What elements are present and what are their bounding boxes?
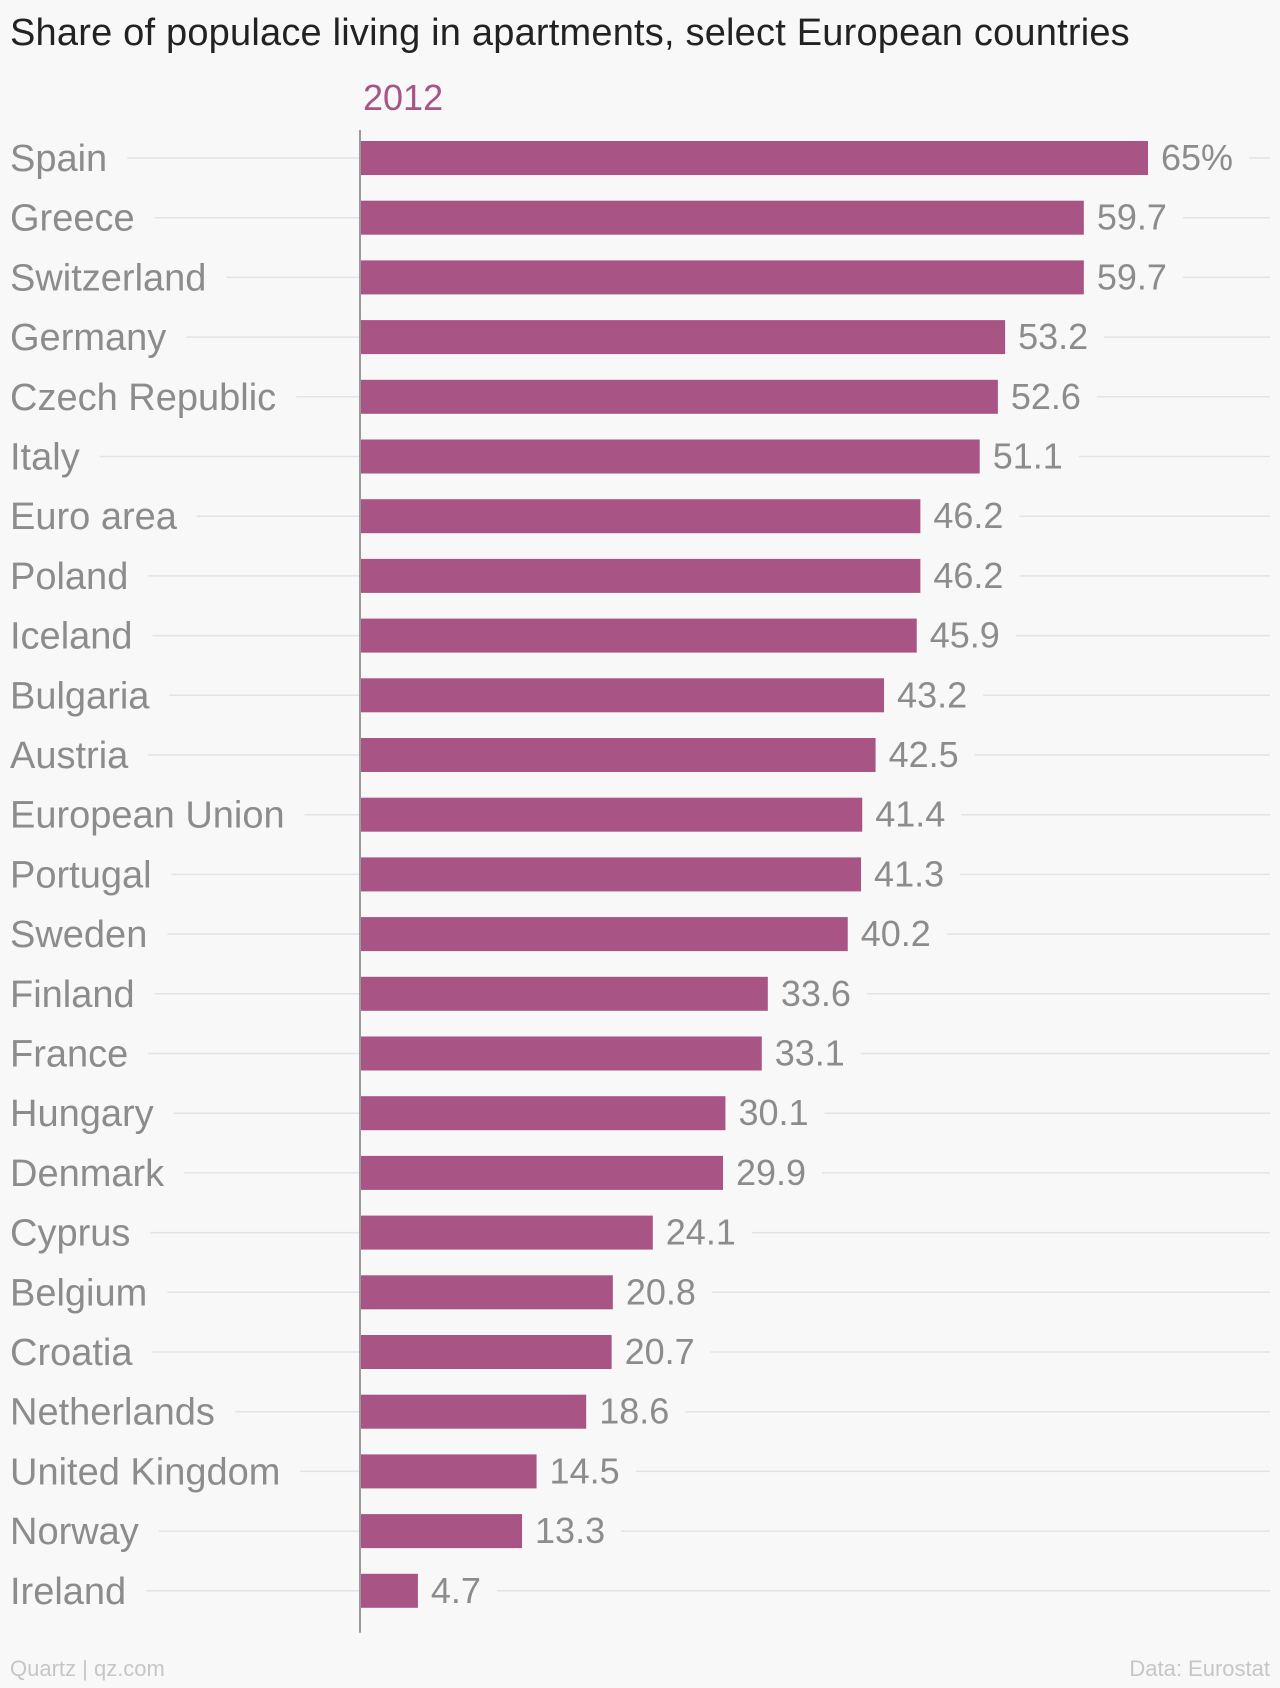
value-label: 43.2 bbox=[897, 674, 967, 715]
value-label: 30.1 bbox=[738, 1092, 808, 1133]
gridlines bbox=[99, 157, 1270, 1592]
bar bbox=[361, 141, 1148, 175]
bars bbox=[361, 141, 1148, 1608]
bar bbox=[361, 976, 768, 1011]
bar bbox=[361, 797, 863, 832]
value-label: 46.2 bbox=[933, 495, 1003, 536]
category-label: Portugal bbox=[10, 854, 152, 896]
bar bbox=[361, 499, 921, 534]
value-label: 13.3 bbox=[535, 1510, 605, 1551]
value-label: 65% bbox=[1161, 137, 1233, 178]
value-label: 41.3 bbox=[874, 853, 944, 894]
category-label: United Kingdom bbox=[10, 1451, 280, 1493]
chart-title: Share of populace living in apartments, … bbox=[10, 12, 1130, 54]
value-label: 33.1 bbox=[775, 1033, 845, 1074]
bar bbox=[361, 1335, 612, 1369]
data-source: Data: Eurostat bbox=[1129, 1656, 1270, 1681]
bar bbox=[361, 1573, 418, 1608]
bar bbox=[361, 618, 917, 653]
category-label: Norway bbox=[10, 1511, 139, 1553]
category-label: Hungary bbox=[10, 1093, 154, 1135]
bar bbox=[361, 379, 998, 414]
bar bbox=[361, 439, 980, 474]
category-label: Croatia bbox=[10, 1332, 133, 1374]
value-label: 53.2 bbox=[1018, 316, 1088, 357]
value-label: 24.1 bbox=[666, 1212, 736, 1253]
category-label: Belgium bbox=[10, 1272, 147, 1314]
labels: Spain 65% Greece 59.7 Switzerland 59.7 Germany… bbox=[10, 137, 1233, 1613]
value-label: 4.7 bbox=[431, 1570, 481, 1611]
category-label: Euro area bbox=[10, 496, 178, 538]
category-label: Iceland bbox=[10, 616, 133, 658]
value-label: 59.7 bbox=[1097, 197, 1167, 238]
category-label: Ireland bbox=[10, 1571, 126, 1613]
bar bbox=[361, 320, 1006, 355]
category-label: Bulgaria bbox=[10, 675, 150, 717]
value-label: 45.9 bbox=[930, 615, 1000, 656]
bar bbox=[361, 738, 876, 772]
value-label: 18.6 bbox=[599, 1391, 669, 1432]
value-label: 33.6 bbox=[781, 973, 851, 1014]
bar bbox=[361, 1454, 537, 1489]
category-label: European Union bbox=[10, 795, 285, 837]
value-label: 40.2 bbox=[861, 913, 931, 954]
value-label: 29.9 bbox=[736, 1152, 806, 1193]
bar bbox=[361, 558, 921, 593]
bar bbox=[361, 200, 1084, 235]
bar bbox=[361, 1275, 613, 1310]
bar bbox=[361, 678, 885, 713]
bar bbox=[361, 260, 1084, 295]
category-label: Denmark bbox=[10, 1153, 165, 1195]
category-label: Netherlands bbox=[10, 1392, 215, 1434]
category-label: Finland bbox=[10, 974, 135, 1016]
bar bbox=[361, 917, 848, 952]
category-label: Poland bbox=[10, 556, 128, 598]
category-label: Cyprus bbox=[10, 1213, 130, 1255]
value-label: 52.6 bbox=[1011, 376, 1081, 417]
source-credit: Quartz | qz.com bbox=[10, 1656, 165, 1681]
value-label: 20.7 bbox=[625, 1331, 695, 1372]
category-label: Germany bbox=[10, 317, 166, 359]
category-label: Sweden bbox=[10, 914, 147, 956]
category-label: Greece bbox=[10, 198, 135, 240]
value-label: 46.2 bbox=[933, 555, 1003, 596]
bar bbox=[361, 1155, 724, 1190]
bar bbox=[361, 1215, 653, 1250]
value-label: 20.8 bbox=[626, 1271, 696, 1312]
value-label: 51.1 bbox=[993, 436, 1063, 477]
category-label: Switzerland bbox=[10, 257, 206, 299]
series-label: 2012 bbox=[363, 77, 443, 118]
value-label: 42.5 bbox=[889, 734, 959, 775]
category-label: Czech Republic bbox=[10, 377, 276, 419]
value-label: 14.5 bbox=[550, 1450, 620, 1491]
bar bbox=[361, 1036, 762, 1071]
bar bbox=[361, 1394, 587, 1429]
category-label: France bbox=[10, 1034, 128, 1076]
value-label: 41.4 bbox=[875, 794, 945, 835]
bar bbox=[361, 857, 862, 892]
category-label: Austria bbox=[10, 735, 129, 777]
value-label: 59.7 bbox=[1097, 256, 1167, 297]
bar bbox=[361, 1096, 726, 1131]
category-label: Italy bbox=[10, 437, 80, 479]
category-label: Spain bbox=[10, 138, 107, 180]
bar bbox=[361, 1514, 523, 1549]
